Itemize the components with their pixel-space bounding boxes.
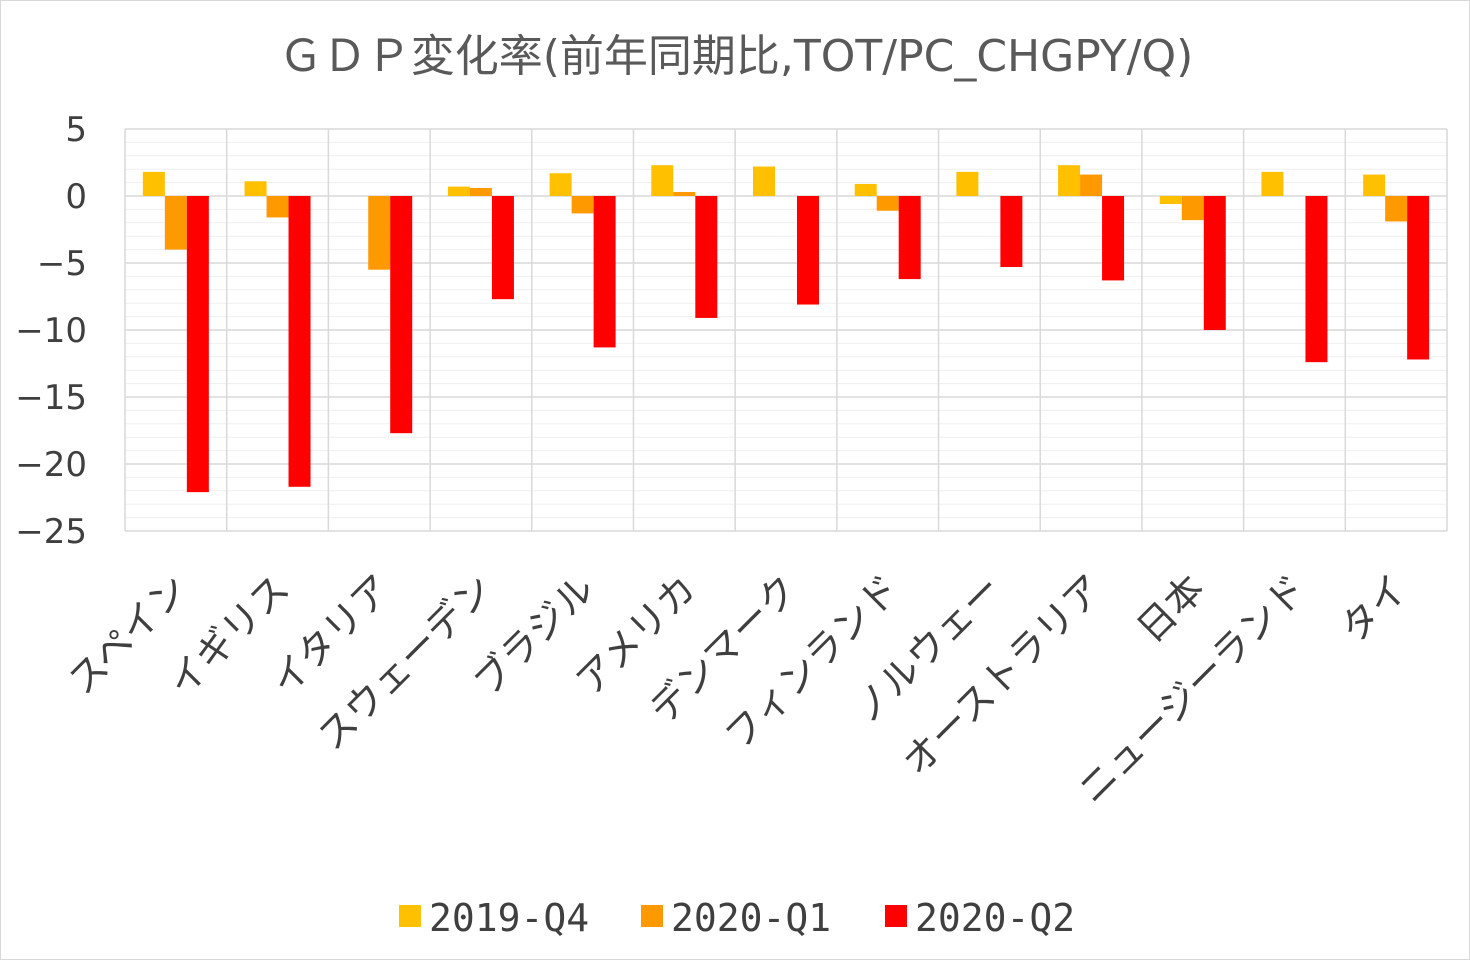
- bar-2020-Q2-4: [593, 196, 616, 348]
- x-tick-label: タイ: [1332, 566, 1417, 651]
- bar-2020-Q1-10: [1181, 196, 1204, 221]
- y-tick-label: −15: [15, 378, 87, 418]
- x-tick-label: フィンランド: [716, 566, 908, 758]
- x-axis-ticks: スペインイギリスイタリアスウェーデンブラジルアメリカデンマークフィンランドノルウ…: [59, 566, 1416, 812]
- y-tick-label: 0: [65, 177, 87, 217]
- y-tick-label: −20: [15, 445, 87, 485]
- bar-2020-Q1-7: [876, 196, 899, 211]
- y-tick-label: −10: [15, 311, 87, 351]
- bar-2019-Q4-6: [753, 166, 775, 196]
- legend-label: 2020-Q2: [915, 896, 1075, 940]
- bar-2019-Q4-0: [142, 171, 165, 196]
- bar-2019-Q4-11: [1261, 171, 1284, 196]
- legend-label: 2019-Q4: [429, 896, 589, 940]
- bar-2020-Q2-1: [288, 196, 311, 487]
- bar-2020-Q1-5: [673, 191, 696, 196]
- bar-2020-Q2-10: [1203, 196, 1226, 330]
- y-tick-label: −25: [15, 512, 87, 552]
- bar-2019-Q4-1: [244, 181, 267, 196]
- bar-2020-Q1-0: [164, 196, 187, 250]
- bar-2019-Q4-10: [1159, 196, 1182, 205]
- bar-2019-Q4-8: [956, 171, 979, 196]
- bar-2020-Q2-6: [797, 196, 819, 305]
- bar-2020-Q2-2: [390, 196, 413, 434]
- bar-2019-Q4-7: [854, 183, 877, 196]
- legend-swatch: [399, 905, 421, 927]
- bars: [142, 165, 1430, 493]
- bar-2020-Q2-5: [695, 196, 718, 318]
- legend: 2019-Q4 2020-Q1 2020-Q2: [399, 896, 1075, 940]
- bar-2020-Q2-8: [1000, 196, 1023, 268]
- y-tick-label: 5: [65, 110, 87, 150]
- bar-2019-Q4-3: [447, 186, 470, 196]
- bar-2019-Q4-5: [651, 165, 674, 196]
- legend-label: 2020-Q1: [671, 896, 831, 940]
- y-tick-label: −5: [37, 244, 87, 284]
- bar-2020-Q2-7: [898, 196, 921, 280]
- bar-2020-Q2-0: [186, 196, 209, 493]
- x-tick-label: 日本: [1128, 566, 1213, 651]
- bar-2020-Q1-9: [1080, 174, 1103, 196]
- bar-2020-Q2-12: [1407, 196, 1430, 360]
- bar-2020-Q1-2: [368, 196, 391, 270]
- grid: [124, 128, 1448, 532]
- bar-2019-Q4-9: [1058, 165, 1081, 196]
- bar-2020-Q2-11: [1305, 196, 1328, 363]
- bar-2020-Q1-4: [571, 196, 594, 214]
- legend-swatch: [641, 905, 663, 927]
- bar-2019-Q4-12: [1363, 174, 1386, 196]
- bar-2020-Q2-9: [1102, 196, 1125, 281]
- bar-2020-Q2-3: [491, 196, 514, 300]
- bar-2020-Q1-3: [469, 187, 492, 196]
- x-tick-label: スウェーデン: [309, 566, 501, 758]
- bar-2020-Q1-1: [266, 196, 289, 218]
- legend-swatch: [885, 905, 907, 927]
- bar-2020-Q1-12: [1385, 196, 1408, 222]
- chart-title: ＧＤＰ変化率(前年同期比,TOT/PC_CHGPY/Q): [279, 31, 1194, 82]
- y-axis-ticks: 5 0 −5 −10 −15 −20 −25: [15, 110, 87, 552]
- bar-2019-Q4-4: [549, 173, 572, 196]
